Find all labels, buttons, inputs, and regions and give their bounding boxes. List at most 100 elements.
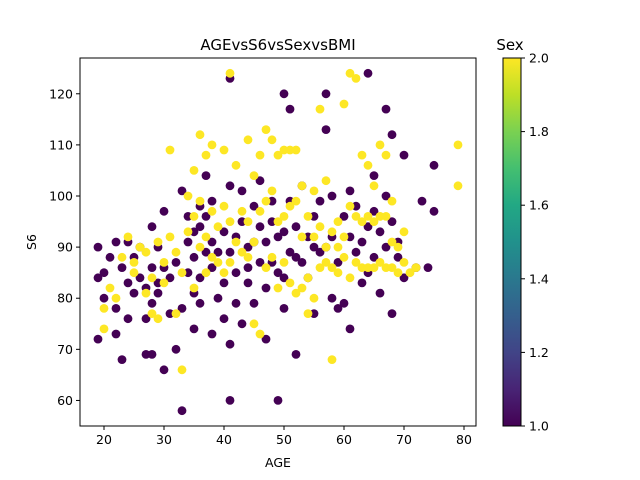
data-point xyxy=(315,247,325,257)
data-point xyxy=(387,237,397,247)
data-point xyxy=(147,309,157,318)
data-point xyxy=(219,201,229,211)
data-point xyxy=(195,298,205,308)
data-point xyxy=(357,278,367,288)
data-point xyxy=(405,268,415,278)
data-point xyxy=(261,237,271,247)
data-point xyxy=(249,201,259,211)
data-point xyxy=(315,263,325,272)
data-point xyxy=(225,339,235,349)
data-point xyxy=(147,298,157,308)
data-point xyxy=(285,201,295,211)
data-point xyxy=(135,273,145,283)
plot-frame xyxy=(79,57,477,427)
data-point xyxy=(363,212,373,221)
data-point xyxy=(183,237,193,247)
data-point xyxy=(111,293,121,303)
y-tick-label: 60 xyxy=(57,393,73,408)
data-point xyxy=(141,314,151,324)
data-point xyxy=(201,247,211,257)
colorbar-tick-label: 1.2 xyxy=(529,345,549,360)
data-point xyxy=(369,217,379,227)
data-point xyxy=(171,258,181,267)
data-point xyxy=(303,212,313,221)
data-point xyxy=(243,217,253,227)
data-point xyxy=(363,68,373,78)
colorbar-tick-label: 1.0 xyxy=(529,419,549,434)
data-point xyxy=(141,288,151,298)
data-point xyxy=(333,217,343,227)
data-point xyxy=(207,206,217,216)
data-point xyxy=(453,181,463,191)
data-point xyxy=(105,283,115,293)
x-tick-label: 30 xyxy=(156,432,172,447)
data-point xyxy=(123,232,133,242)
data-point xyxy=(285,104,295,114)
data-point xyxy=(303,309,313,318)
data-point xyxy=(237,186,247,196)
data-point xyxy=(243,278,253,288)
data-point xyxy=(153,314,163,324)
data-point xyxy=(195,273,205,283)
x-axis-label: AGE xyxy=(265,455,291,470)
data-point xyxy=(285,247,295,257)
data-point xyxy=(219,227,229,237)
data-point xyxy=(339,232,349,242)
data-point xyxy=(387,196,397,206)
data-point xyxy=(339,99,349,109)
data-point xyxy=(381,212,391,221)
data-point xyxy=(159,258,169,267)
data-point xyxy=(225,247,235,257)
data-point xyxy=(315,104,325,114)
data-point xyxy=(159,278,169,288)
data-point xyxy=(267,135,277,145)
data-point xyxy=(351,74,361,83)
data-point xyxy=(93,273,103,283)
y-tick-label: 80 xyxy=(57,291,73,306)
data-point xyxy=(189,283,199,293)
data-point xyxy=(273,150,283,160)
colorbar-tick-label: 1.4 xyxy=(529,271,549,286)
data-point xyxy=(189,324,199,334)
data-point xyxy=(171,344,181,354)
data-point xyxy=(129,288,139,298)
y-axis-label: S6 xyxy=(24,234,39,250)
data-point xyxy=(117,263,127,272)
data-point xyxy=(207,237,217,247)
data-point xyxy=(357,150,367,160)
data-point xyxy=(177,365,187,375)
data-point xyxy=(393,268,403,278)
data-point xyxy=(273,232,283,242)
data-point xyxy=(399,258,409,267)
data-point xyxy=(147,263,157,272)
data-point xyxy=(189,166,199,175)
data-point xyxy=(207,329,217,339)
data-point xyxy=(327,293,337,303)
data-point xyxy=(297,181,307,191)
data-point xyxy=(165,145,175,155)
data-point xyxy=(369,252,379,262)
data-point xyxy=(99,268,109,278)
data-point xyxy=(369,206,379,216)
data-point xyxy=(177,186,187,196)
data-point xyxy=(165,232,175,242)
data-point xyxy=(321,89,331,99)
data-point xyxy=(99,324,109,334)
data-point xyxy=(291,222,301,232)
colorbar-tick-label: 1.6 xyxy=(529,198,549,213)
data-point xyxy=(147,222,157,232)
data-point xyxy=(273,283,283,293)
data-point xyxy=(171,309,181,318)
data-point xyxy=(339,252,349,262)
data-point xyxy=(411,263,421,272)
data-point xyxy=(231,298,241,308)
x-tick-label: 70 xyxy=(396,432,412,447)
y-tick-label: 120 xyxy=(49,86,73,101)
data-point xyxy=(207,196,217,206)
data-point xyxy=(225,68,235,78)
data-point xyxy=(153,237,163,247)
data-point xyxy=(327,263,337,272)
data-point xyxy=(351,258,361,267)
data-point xyxy=(279,273,289,283)
